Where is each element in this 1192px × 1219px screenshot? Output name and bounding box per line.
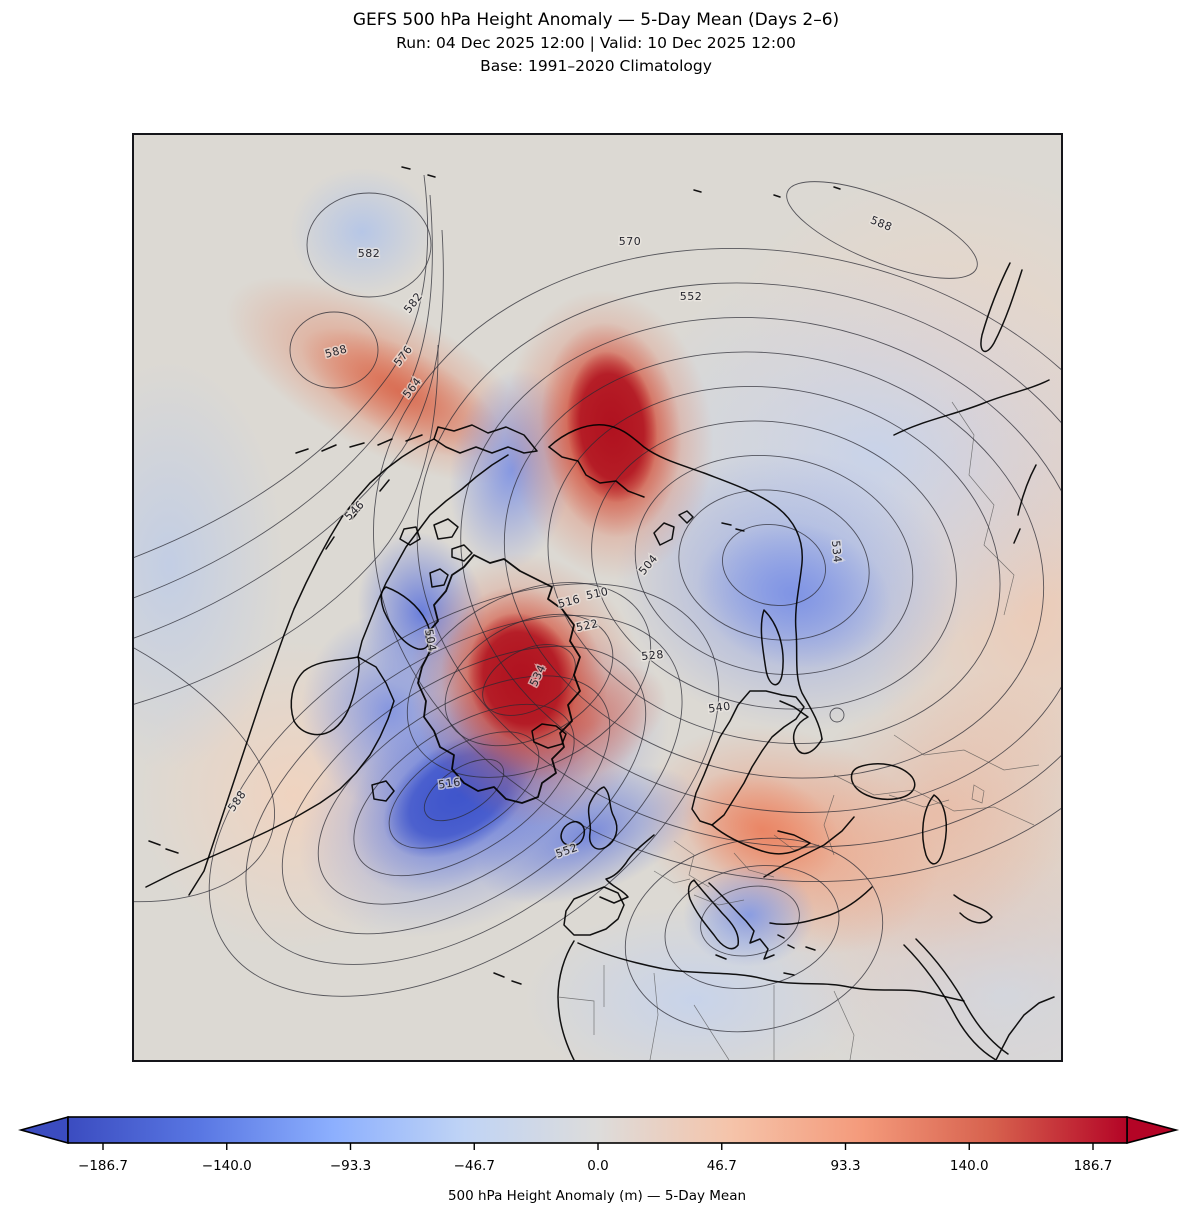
anomaly-fill-layer: [134, 165, 1061, 1060]
coast-white-sea-kola: [779, 700, 823, 755]
coast-na-west: [188, 438, 435, 896]
coast-na-east: [145, 656, 395, 888]
coast-chukotka-siberia: [548, 424, 823, 740]
colorbar-tick-label: −186.7: [78, 1158, 128, 1174]
contours-ridge-arcs: [134, 174, 444, 705]
coast-scandinavia: [691, 690, 805, 826]
contours-closed-cells: [134, 181, 978, 1033]
colorbar-tick-label: 140.0: [950, 1158, 989, 1174]
contour-label-layer: 582 588 582 576 564 570 552 588 546 588 …: [224, 212, 896, 862]
contour-label: 528: [641, 648, 665, 663]
coast-aleutians: [295, 434, 423, 454]
coast-japan-arc: [1013, 464, 1037, 544]
coastline-layer: [145, 166, 1055, 1060]
contour-label: 540: [707, 700, 731, 716]
climatology-line: Base: 1991–2020 Climatology: [480, 57, 712, 75]
coast-iberia: [563, 886, 625, 936]
coast-kamchatka: [980, 262, 1023, 353]
coast-black-sea: [850, 763, 916, 801]
colorbar-tick-label: −93.3: [330, 1158, 371, 1174]
contour-label: 570: [619, 235, 642, 248]
contour-label: 510: [585, 585, 610, 602]
colorbar-tick-label: −140.0: [202, 1158, 252, 1174]
contour-label: 522: [575, 617, 600, 634]
contours-greenland-high: [406, 582, 652, 778]
coast-na-arctic: [357, 454, 509, 658]
contour-label: 552: [680, 290, 703, 303]
coast-chukotka-south: [548, 446, 645, 498]
colorbar-gradient: [67, 1116, 1128, 1144]
colorbar-tick-label: 186.7: [1074, 1158, 1113, 1174]
colorbar-tick-label: 93.3: [830, 1158, 860, 1174]
page-title: GEFS 500 hPa Height Anomaly — 5-Day Mean…: [352, 10, 840, 30]
colorbar-ticks: [102, 1143, 1094, 1150]
coast-italy: [687, 879, 740, 960]
coast-baltic: [711, 824, 811, 855]
coast-ireland: [560, 821, 586, 847]
map-panel: 582 588 582 576 564 570 552 588 546 588 …: [132, 133, 1063, 1062]
coast-greenland: [417, 554, 581, 804]
coast-novaya-zemlya: [760, 609, 784, 686]
colorbar-tick-labels: −186.7 −140.0 −93.3 −46.7 0.0 46.7 93.3 …: [78, 1158, 1112, 1174]
coast-levant-redsea: [903, 938, 1055, 1060]
colorbar-tick-label: 0.0: [587, 1158, 608, 1174]
coast-arctic-islands: [399, 518, 473, 588]
run-valid-line: Run: 04 Dec 2025 12:00 | Valid: 10 Dec 2…: [396, 34, 796, 52]
contour-label: 582: [358, 247, 381, 260]
border-layer: [557, 401, 1040, 1060]
contours-atlantic-low: [208, 583, 720, 997]
colorbar-tick-label: 46.7: [707, 1158, 737, 1174]
colorbar: −186.7 −140.0 −93.3 −46.7 0.0 46.7 93.3 …: [17, 1115, 1180, 1204]
colorbar-extend-max-arrow: [1126, 1115, 1180, 1145]
coast-iceland: [531, 723, 567, 749]
coast-west-europe: [599, 834, 655, 904]
coast-svalbard: [653, 510, 745, 546]
coast-baffin-island: [380, 586, 431, 650]
coast-caspian: [921, 794, 947, 865]
coast-britain: [587, 786, 618, 850]
title-block: GEFS 500 hPa Height Anomaly — 5-Day Mean…: [0, 8, 1192, 78]
coast-newfoundland: [371, 780, 395, 802]
contours-arctic-low: [373, 248, 1061, 882]
coast-anatolia: [763, 816, 873, 926]
coast-north-africa: [577, 942, 965, 1002]
coast-persian-gulf: [953, 894, 993, 924]
colorbar-extend-min-arrow: [17, 1115, 69, 1145]
contour-label: 534: [829, 540, 844, 564]
colorbar-axis-label: 500 hPa Height Anomaly (m) — 5-Day Mean: [448, 1188, 746, 1204]
coast-balkans-greece: [708, 882, 816, 976]
coast-okhotsk: [893, 379, 1050, 436]
anomaly-map: 582 588 582 576 564 570 552 588 546 588 …: [134, 135, 1061, 1060]
contour-label: 504: [422, 628, 439, 652]
contour-label: 516: [437, 776, 461, 792]
coast-arctic-dots: [401, 166, 841, 198]
coast-hudson-bay: [290, 656, 360, 736]
contour-layer: [134, 174, 1061, 1033]
colorbar-tick-label: −46.7: [454, 1158, 495, 1174]
coast-bc-islands: [148, 479, 390, 854]
